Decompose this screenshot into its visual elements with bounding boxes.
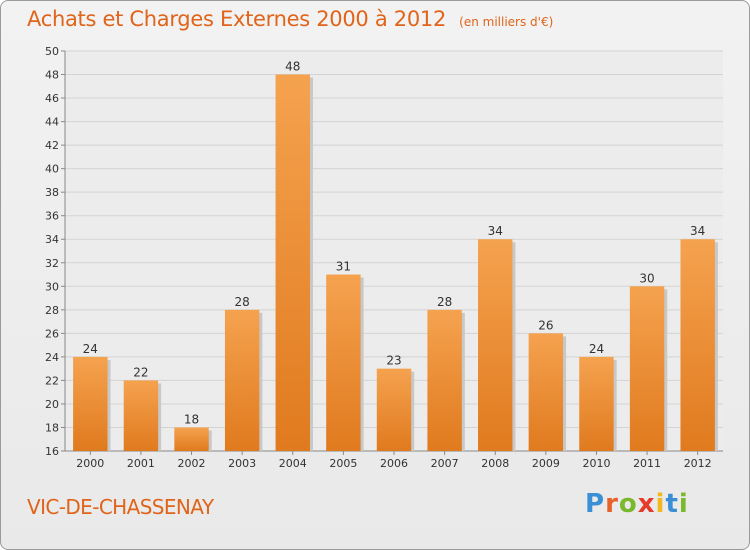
logo-letter: P xyxy=(585,489,606,519)
bar-2005 xyxy=(326,274,361,451)
y-tick-label: 16 xyxy=(45,445,59,458)
data-label: 18 xyxy=(184,412,199,426)
bar-2001 xyxy=(123,380,159,451)
bar-2011 xyxy=(629,286,665,451)
data-label: 48 xyxy=(285,60,300,74)
y-tick-label: 26 xyxy=(45,327,59,340)
logo-letter: r xyxy=(605,489,619,519)
bar-2008 xyxy=(478,239,513,451)
bar-2007 xyxy=(427,309,462,451)
x-tick-label: 2010 xyxy=(582,457,610,470)
x-tick-label: 2002 xyxy=(178,457,206,470)
title-row: Achats et Charges Externes 2000 à 2012 (… xyxy=(27,7,553,31)
x-tick-label: 2004 xyxy=(279,457,307,470)
y-tick-label: 32 xyxy=(45,257,59,270)
data-label: 31 xyxy=(336,260,351,274)
y-tick-label: 40 xyxy=(45,163,59,176)
y-tick-label: 28 xyxy=(45,304,59,317)
logo-letter: x xyxy=(637,489,656,519)
commune-name: VIC-DE-CHASSENAY xyxy=(27,495,214,519)
bar-2009 xyxy=(528,333,564,451)
bar-2010 xyxy=(579,356,614,451)
data-label: 24 xyxy=(83,342,98,356)
data-label: 24 xyxy=(589,342,604,356)
data-label: 34 xyxy=(488,224,503,238)
x-tick-label: 2009 xyxy=(532,457,560,470)
x-tick-label: 2007 xyxy=(431,457,459,470)
bar-2002 xyxy=(174,427,209,451)
chart-title: Achats et Charges Externes 2000 à 2012 xyxy=(27,7,447,31)
y-tick-label: 44 xyxy=(45,116,59,129)
bar-2003 xyxy=(224,309,260,451)
bar-2000 xyxy=(73,356,108,451)
data-label: 34 xyxy=(690,224,705,238)
x-tick-label: 2005 xyxy=(329,457,357,470)
chart-subtitle: (en milliers d'€) xyxy=(459,15,554,29)
logo-letter: t xyxy=(665,489,679,519)
x-tick-label: 2011 xyxy=(633,457,661,470)
bars xyxy=(73,74,718,451)
data-label: 22 xyxy=(133,365,148,379)
y-tick-label: 48 xyxy=(45,69,59,82)
x-tick-label: 2003 xyxy=(228,457,256,470)
bar-2012 xyxy=(680,239,715,451)
logo-letter: i xyxy=(678,489,689,519)
y-tick-label: 20 xyxy=(45,398,59,411)
x-tick-label: 2001 xyxy=(127,457,155,470)
x-tick-label: 2008 xyxy=(481,457,509,470)
y-tick-label: 36 xyxy=(45,210,59,223)
data-label: 28 xyxy=(235,295,250,309)
labels: 16 18 20 22 24 26 28 30 32 34 36 38 40 42 44 46 48 50 24 20… xyxy=(45,45,712,470)
y-tick-label: 30 xyxy=(45,280,59,293)
x-tick-label: 2006 xyxy=(380,457,408,470)
data-label: 26 xyxy=(538,318,553,332)
y-tick-label: 18 xyxy=(45,421,59,434)
data-label: 28 xyxy=(437,295,452,309)
bar-2004 xyxy=(275,74,310,451)
y-tick-label: 42 xyxy=(45,139,59,152)
logo-letter: i xyxy=(655,489,666,519)
data-label: 23 xyxy=(386,354,401,368)
y-tick-label: 34 xyxy=(45,233,59,246)
logo-letter: o xyxy=(618,489,638,519)
bar-2006 xyxy=(376,368,412,451)
data-label: 30 xyxy=(639,271,654,285)
x-tick-label: 2000 xyxy=(76,457,104,470)
y-tick-label: 24 xyxy=(45,351,59,364)
y-tick-label: 22 xyxy=(45,374,59,387)
y-tick-label: 38 xyxy=(45,186,59,199)
y-tick-label: 46 xyxy=(45,92,59,105)
y-tick-label: 50 xyxy=(45,45,59,58)
proxiti-logo: Proxiti xyxy=(585,489,689,519)
x-tick-label: 2012 xyxy=(684,457,712,470)
